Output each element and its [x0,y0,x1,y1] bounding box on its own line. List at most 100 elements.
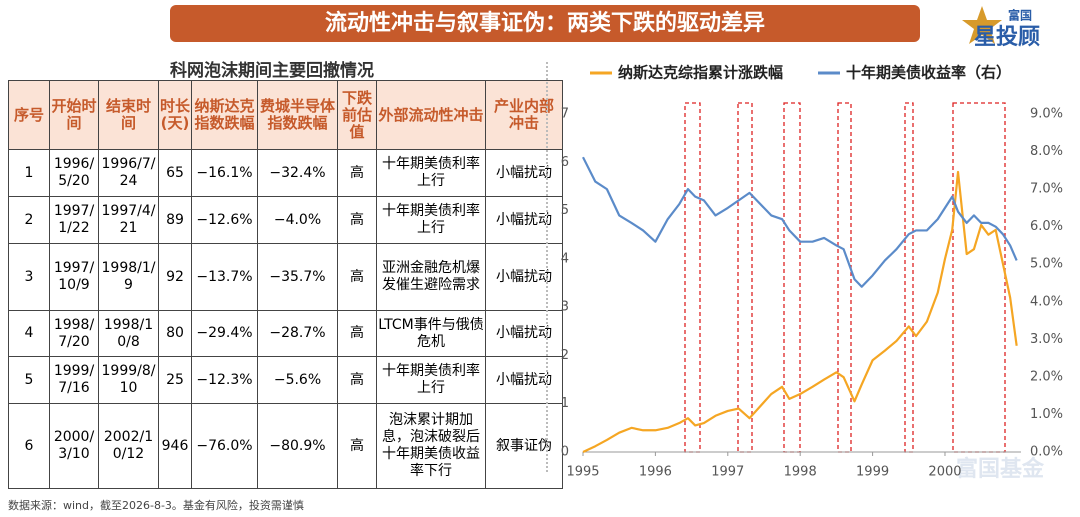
table-cell: 高 [337,356,377,404]
column-header: 开始时间 [49,80,99,150]
y-tick-label: 4 [561,251,569,266]
table-cell: 小幅扰动 [485,356,563,404]
column-header: 产业内部冲击 [485,80,563,150]
table-cell: 1996/7/24 [98,149,159,197]
logo-main: 星投顾 [974,25,1040,50]
table-cell: 1997/4/21 [98,196,159,244]
table-cell: 2000/3/10 [49,403,99,489]
table-cell: 小幅扰动 [485,196,563,244]
highlight-box [952,102,1006,453]
table-cell: −28.7% [257,310,338,357]
table-cell: 高 [337,196,377,244]
line-series [582,156,1018,288]
table-cell: 十年期美债利率上行 [376,356,486,404]
highlight-box [837,102,852,453]
table-cell: 25 [158,356,192,404]
table-cell: −12.6% [191,196,258,244]
table-cell: 十年期美债利率上行 [376,149,486,197]
legend-label: 纳斯达克综指累计涨跌幅 [618,64,783,82]
table: 序号 开始时间 结束时间 时长(天) 纳斯达克指数跌幅 费城半导体指数跌幅 下跌前估值 外部流… [8,80,563,489]
highlight-box [684,102,701,453]
table-row: 1 1996/5/20 1996/7/24 65 −16.1% −32.4% 高十年期美债利… [8,149,563,197]
page-title: 流动性冲击与叙事证伪：两类下跌的驱动差异 [170,5,920,42]
y-tick-label: 5 [561,203,569,218]
column-header: 费城半导体指数跌幅 [257,80,338,150]
legend-label: 十年期美债收益率（右） [846,64,1011,82]
table-cell: −12.3% [191,356,258,404]
y-tick-label: 3 [561,300,569,315]
table-cell: 高 [337,310,377,357]
table-cell: 89 [158,196,192,244]
table-cell: 泡沫累计期加息，泡沫破裂后十年期美债收益率下行 [376,403,486,489]
y-tick-label: 1 [561,396,569,411]
table-cell: 4 [8,310,50,357]
logo-small: 富国 [1008,8,1032,23]
logo-star [962,6,1002,44]
y2-tick-label: 2.0% [1030,369,1063,384]
x-tick-label: 1998 [784,465,817,480]
line-series [582,170,1018,453]
footer-source: 数据来源：wind，截至2026-8-3。基金有风险，投资需谨慎 [8,499,304,512]
y2-tick-label: 8.0% [1030,144,1063,159]
y-tick-label: 6 [561,155,569,170]
table-cell: 高 [337,243,377,311]
table-cell: 1998/7/20 [49,310,99,357]
table-cell: 1999/8/10 [98,356,159,404]
table-cell: −4.0% [257,196,338,244]
x-tick-label: 1995 [566,465,599,480]
table-cell: −76.0% [191,403,258,489]
header-row: 序号 开始时间 结束时间 时长(天) 纳斯达克指数跌幅 费城半导体指数跌幅 下跌前估值 外部流… [8,80,563,150]
y2-tick-label: 5.0% [1030,257,1063,272]
table-row: 2 1997/1/22 1997/4/21 89 −12.6% −4.0% 高十年期美债利率… [8,196,563,244]
table-row: 3 1997/10/9 1998/1/9 92 −13.7% −35.7% 高亚洲金融危机爆… [8,243,563,311]
y2-tick-label: 3.0% [1030,332,1063,347]
table-cell: LTCM事件与俄债危机 [376,310,486,357]
logo: 富国 星投顾 [962,6,1040,50]
y2-tick-label: 1.0% [1030,407,1063,422]
table-cell: 亚洲金融危机爆发催生避险需求 [376,243,486,311]
y2-tick-label: 6.0% [1030,219,1063,234]
table-cell: −32.4% [257,149,338,197]
table-cell: 80 [158,310,192,357]
column-header: 时长(天) [158,80,192,150]
table-cell: −29.4% [191,310,258,357]
table-row: 5 1999/7/16 1999/8/10 25 −12.3% −5.6% 高十年期美债利率… [8,356,563,404]
table-cell: 十年期美债利率上行 [376,196,486,244]
table-cell: 1998/1/9 [98,243,159,311]
table-cell: −80.9% [257,403,338,489]
table-cell: 1998/10/8 [98,310,159,357]
table-cell: 6 [8,403,50,489]
table-cell: 1999/7/16 [49,356,99,404]
table-cell: 叙事证伪 [485,403,563,489]
y2-tick-label: 9.0% [1030,107,1063,122]
highlight-boxes [684,102,1006,453]
column-header: 纳斯达克指数跌幅 [191,80,258,150]
table-cell: 946 [158,403,192,489]
y-tick-label: 2 [561,348,569,363]
separator [546,62,548,472]
column-header: 下跌前估值 [337,80,377,150]
table-cell: 65 [158,149,192,197]
table-cell: −13.7% [191,243,258,311]
table-cell: 小幅扰动 [485,149,563,197]
table-row: 4 1998/7/20 1998/10/8 80 −29.4% −28.7% 高 LTCM事件… [8,310,563,357]
table-cell: 2002/10/12 [98,403,159,489]
y2-tick-label: 4.0% [1030,294,1063,309]
y-tick-label: 0 [561,445,569,460]
table-cell: −16.1% [191,149,258,197]
highlight-box [783,102,801,453]
table-cell: 1996/5/20 [49,149,99,197]
highlight-box [737,102,753,453]
table-cell: 92 [158,243,192,311]
x-tick-label: 1999 [856,465,889,480]
highlight-box [904,102,914,453]
table-row: 6 2000/3/10 2002/10/12 946 −76.0% −80.9% 高泡沫累计… [8,403,563,489]
chart: 富国基金 0 1 2 3 4 5 6 7 0.0% 1.0% 2.0% 3.0% 4.0% 5.0% 6.0… [561,64,1063,483]
y-tick-label: 7 [561,107,569,122]
y2-tick-label: 0.0% [1030,445,1063,460]
table-cell: −5.6% [257,356,338,404]
table-cell: 高 [337,403,377,489]
table-cell: 1997/1/22 [49,196,99,244]
x-tick-label: 1996 [639,465,672,480]
